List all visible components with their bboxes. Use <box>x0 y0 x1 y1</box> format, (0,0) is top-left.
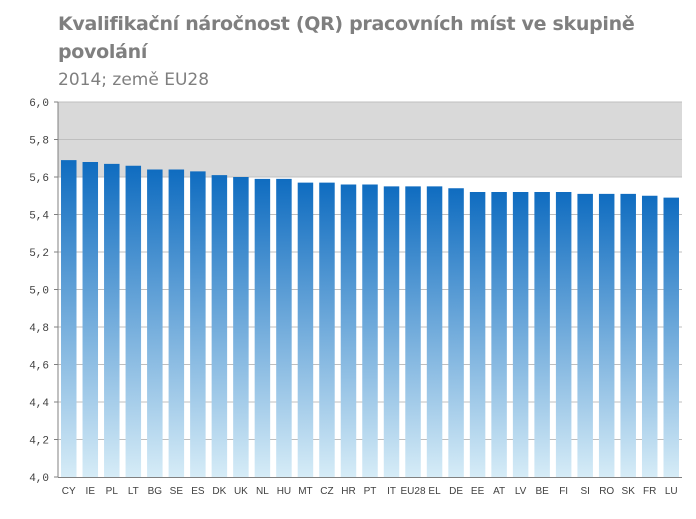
bar-es <box>190 171 206 477</box>
bar-eu28 <box>405 186 421 477</box>
bar-lv <box>512 192 529 477</box>
bar-ro <box>598 193 615 477</box>
y-tick-label: 5,2 <box>29 248 49 260</box>
x-tick-label: HU <box>277 486 291 497</box>
x-tick-label: BG <box>148 486 163 497</box>
y-tick-label: 5,0 <box>29 286 49 298</box>
bar-pl <box>104 163 120 477</box>
x-tick-label: HR <box>341 486 355 497</box>
y-tick-label: 4,8 <box>29 323 49 335</box>
bar-si <box>577 193 593 477</box>
x-tick-label: LV <box>515 486 527 497</box>
x-tick-label: CY <box>62 486 76 497</box>
x-tick-label: PT <box>364 486 377 497</box>
bar-cz <box>319 182 335 477</box>
x-tick-label: SE <box>170 486 184 497</box>
x-tick-label: DE <box>449 486 463 497</box>
y-tick-label: 5,6 <box>29 173 49 185</box>
x-tick-label: MT <box>298 486 312 497</box>
bar-at <box>491 192 507 477</box>
x-tick-label: EU28 <box>401 486 426 497</box>
bar-pt <box>362 184 378 477</box>
bar-dk <box>211 175 228 477</box>
bar-uk <box>233 177 249 477</box>
bar-cy <box>61 160 77 477</box>
chart-title: Kvalifikační náročnost (QR) pracovních m… <box>58 13 635 63</box>
x-tick-label: SK <box>622 486 636 497</box>
x-tick-label: ES <box>191 486 205 497</box>
chart-subtitle: 2014; země EU28 <box>58 70 210 90</box>
x-tick-label: EL <box>428 486 441 497</box>
x-tick-label: CZ <box>320 486 333 497</box>
x-tick-label: FI <box>559 486 568 497</box>
bar-be <box>534 192 550 477</box>
bar-se <box>168 169 185 477</box>
y-tick-label: 4,0 <box>29 473 49 485</box>
bar-lu <box>663 197 679 477</box>
x-tick-label: LU <box>665 486 678 497</box>
x-tick-label: DK <box>212 486 226 497</box>
x-tick-label: PL <box>106 486 119 497</box>
x-tick-label: FR <box>643 486 656 497</box>
x-tick-label: UK <box>234 486 248 497</box>
y-tick-label: 4,2 <box>29 436 49 448</box>
bar-fr <box>641 195 658 477</box>
x-tick-label: IE <box>86 486 96 497</box>
bar-it <box>383 186 400 477</box>
x-tick-label: RO <box>599 486 614 497</box>
y-tick-label: 4,4 <box>29 398 49 410</box>
bar-bg <box>147 169 163 477</box>
bar-hu <box>276 178 292 477</box>
bar-ie <box>82 162 99 477</box>
y-tick-label: 4,6 <box>29 361 49 373</box>
bar-nl <box>254 178 271 477</box>
y-tick-label: 6,0 <box>29 98 49 110</box>
bar-fi <box>555 192 572 477</box>
x-tick-label: BE <box>535 486 549 497</box>
bar-de <box>448 188 464 477</box>
bar-lt <box>125 165 142 477</box>
x-tick-label: NL <box>256 486 269 497</box>
bar-hr <box>340 184 357 477</box>
x-tick-label: EE <box>471 486 485 497</box>
x-tick-label: SI <box>580 486 589 497</box>
x-tick-label: IT <box>387 486 396 497</box>
y-tick-label: 5,8 <box>29 136 49 148</box>
bar-mt <box>297 182 314 477</box>
x-tick-label: AT <box>493 486 505 497</box>
bar-ee <box>469 192 486 477</box>
bar-el <box>426 186 443 477</box>
bar-sk <box>620 193 636 477</box>
y-tick-label: 5,4 <box>29 211 49 223</box>
x-tick-label: LT <box>128 486 139 497</box>
